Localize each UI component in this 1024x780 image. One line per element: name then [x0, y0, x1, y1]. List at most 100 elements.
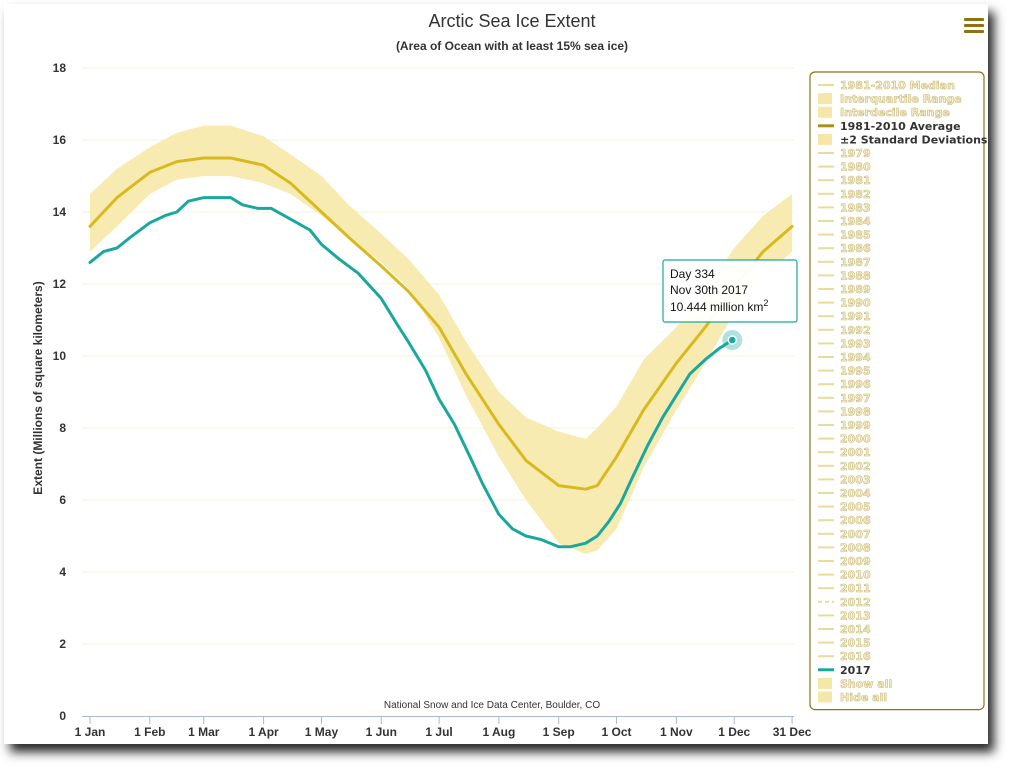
legend-label: 2012 — [840, 596, 871, 609]
legend-item[interactable]: 1996 — [818, 378, 871, 392]
legend-item[interactable]: 1982 — [818, 188, 871, 201]
legend-label: 1991 — [840, 310, 871, 323]
y-tick-label: 2 — [59, 637, 66, 651]
legend-label: 1982 — [840, 188, 871, 201]
legend-item[interactable]: 1985 — [818, 228, 871, 242]
legend-item[interactable]: 2002 — [818, 459, 871, 473]
legend-item[interactable]: Show all — [818, 677, 893, 691]
tooltip-line-value: 10.444 million km2 — [670, 298, 768, 314]
x-tick-label: 1 Feb — [134, 725, 165, 739]
legend-label: 2005 — [840, 501, 871, 514]
legend-label: 1979 — [840, 147, 871, 160]
grid-layer — [82, 67, 794, 645]
legend-label: 2002 — [840, 460, 871, 473]
legend-item[interactable]: 1984 — [818, 215, 871, 228]
legend-label: 1980 — [840, 161, 871, 174]
average-line — [88, 156, 794, 491]
legend-item[interactable]: 1981 — [818, 174, 871, 187]
legend-item[interactable]: 1990 — [818, 296, 871, 310]
legend-label: 1989 — [840, 283, 871, 296]
legend-label: 1994 — [840, 351, 871, 364]
legend-label: 1995 — [840, 365, 871, 378]
legend-label: 2006 — [840, 514, 871, 527]
legend-item[interactable]: 2010 — [818, 568, 871, 582]
legend-item[interactable]: 1986 — [818, 242, 871, 255]
legend-item[interactable]: 1987 — [818, 255, 871, 269]
series-2017-line — [88, 196, 734, 549]
legend-item[interactable]: 2008 — [818, 541, 871, 555]
legend-label: ±2 Standard Deviations — [840, 133, 988, 146]
y-tick-label: 14 — [53, 205, 67, 219]
x-tick-label: 31 Dec — [773, 725, 812, 739]
axis-layer: 0 2 4 6 8 10 12 14 16 18 1 Jan 1 Feb 1 Mar 1 Apr 1 May… — [53, 61, 812, 739]
legend-item[interactable]: 1995 — [818, 364, 871, 378]
legend-item[interactable]: 2015 — [818, 636, 871, 650]
legend-label: 1985 — [840, 229, 871, 242]
legend-item[interactable]: Hide all — [818, 691, 887, 704]
legend-item[interactable]: 1979 — [818, 147, 871, 160]
x-tick-label: 1 Sep — [543, 725, 575, 739]
y-tick-label: 8 — [59, 421, 66, 435]
legend-box — [809, 71, 985, 711]
legend-label: 2008 — [840, 541, 871, 554]
legend-item[interactable]: 2004 — [818, 487, 871, 500]
legend-item[interactable]: 1991 — [818, 310, 871, 324]
legend-item[interactable]: 2001 — [818, 446, 871, 460]
legend-label: Show all — [840, 677, 892, 690]
legend-label: 1981-2010 Median — [840, 79, 955, 92]
legend-item[interactable]: 2000 — [818, 432, 871, 446]
legend-label: 1984 — [840, 215, 871, 228]
menu-bar — [964, 24, 984, 27]
legend-label: 2014 — [840, 623, 871, 636]
x-tick-label: 1 Mar — [188, 725, 220, 739]
tooltip-box — [662, 259, 798, 323]
legend-item[interactable]: 1999 — [818, 419, 871, 432]
legend-item[interactable]: 2014 — [818, 623, 871, 636]
y-tick-label: 0 — [59, 709, 66, 723]
legend-item[interactable]: 2005 — [818, 500, 871, 514]
legend-item[interactable]: ±2 Standard Deviations — [818, 133, 988, 146]
legend-item[interactable]: 1993 — [818, 337, 871, 351]
legend-item[interactable]: 1997 — [818, 391, 871, 405]
legend-label: 2000 — [840, 433, 871, 446]
legend-label: 2015 — [840, 637, 871, 650]
legend-item[interactable]: 1983 — [818, 201, 871, 215]
legend-label: Hide all — [840, 691, 887, 704]
legend-item[interactable]: 2013 — [818, 609, 871, 623]
hamburger-menu-icon[interactable] — [964, 18, 984, 36]
legend-item[interactable]: 1981-2010 Median — [818, 79, 955, 92]
legend-item[interactable]: 1998 — [818, 405, 871, 419]
legend-item[interactable]: 2017 — [818, 664, 871, 677]
legend-item[interactable]: Interdecile Range — [818, 106, 950, 119]
legend-item[interactable]: 1988 — [818, 269, 871, 283]
tooltip-line-day: Day 334 — [670, 267, 715, 281]
legend-item[interactable]: 2003 — [818, 473, 871, 487]
legend-label: 1997 — [840, 392, 871, 405]
legend-item[interactable]: 2007 — [818, 527, 871, 541]
legend-item[interactable]: 1989 — [818, 283, 871, 296]
legend-item[interactable]: 1992 — [818, 323, 871, 337]
y-tick-label: 10 — [53, 349, 67, 363]
legend-item[interactable]: 2016 — [818, 650, 871, 664]
legend-item[interactable]: 2011 — [818, 582, 871, 596]
x-tick-label: 1 Jul — [425, 725, 452, 739]
legend-item[interactable]: 1994 — [818, 351, 871, 364]
legend-item[interactable]: 2009 — [818, 555, 871, 568]
menu-bar — [964, 30, 984, 33]
legend-item[interactable]: 1980 — [818, 160, 871, 174]
legend-label: 2001 — [840, 446, 871, 459]
legend-item[interactable]: 2006 — [818, 514, 871, 528]
tooltip-line-date: Nov 30th 2017 — [670, 283, 748, 297]
legend-label: 2011 — [840, 582, 871, 595]
legend-item[interactable]: 1981-2010 Average — [818, 120, 961, 133]
legend-item[interactable]: 2012 — [818, 595, 871, 609]
legend-swatch — [818, 691, 832, 703]
legend-item[interactable]: Interquartile Range — [818, 92, 962, 106]
x-tick-label: 1 Aug — [482, 725, 515, 739]
legend-swatch — [818, 133, 832, 145]
chart-svg: Arctic Sea Ice Extent (Area of Ocean wit… — [31, 11, 988, 739]
hover-point — [727, 335, 738, 345]
x-tick-label: 1 May — [305, 725, 339, 739]
